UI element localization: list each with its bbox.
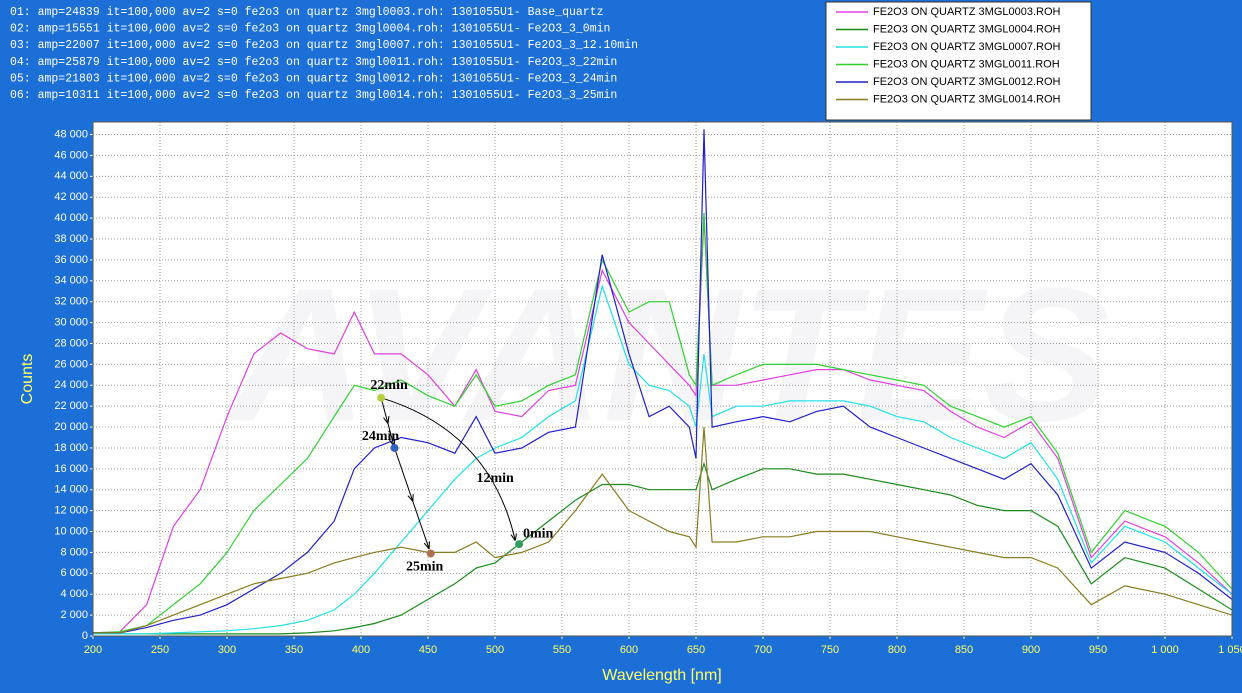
x-tick-label: 800 [888, 644, 906, 656]
legend-label: FE2O3 ON QUARTZ 3MGL0003.ROH [873, 6, 1061, 18]
x-tick-label: 900 [1022, 644, 1040, 656]
x-tick-label: 750 [821, 644, 839, 656]
y-tick-label: 22 000 [54, 400, 88, 412]
x-tick-label: 350 [285, 644, 303, 656]
series-line [93, 212, 1232, 634]
y-tick-label: 10 000 [54, 525, 88, 537]
y-tick-label: 40 000 [54, 212, 88, 224]
y-tick-label: 16 000 [54, 463, 88, 475]
y-tick-label: 4 000 [60, 588, 88, 600]
x-tick-label: 200 [84, 644, 102, 656]
header-line: 02: amp=15551 it=100,000 av=2 s=0 fe2o3 … [10, 23, 610, 36]
watermark: AVANTES [226, 249, 1110, 461]
annotation-marker [390, 443, 399, 452]
x-axis-label: Wavelength [nm] [602, 667, 721, 684]
plot-frame [92, 121, 1233, 637]
annotations: 22min 24min 12min 0min 25min [362, 378, 554, 575]
series-line [93, 218, 1232, 634]
x-tick-label: 650 [687, 644, 705, 656]
y-tick-label: 30 000 [54, 316, 88, 328]
y-tick-label: 38 000 [54, 233, 88, 245]
x-tick-label: 850 [955, 644, 973, 656]
x-tick-label: 250 [151, 644, 169, 656]
y-tick-label: 18 000 [54, 442, 88, 454]
header-line: 03: amp=22007 it=100,000 av=2 s=0 fe2o3 … [10, 39, 638, 52]
legend-label: FE2O3 ON QUARTZ 3MGL0012.ROH [873, 76, 1061, 88]
y-tick-label: 26 000 [54, 358, 88, 370]
annotation-marker [515, 540, 524, 549]
x-tick-label: 700 [754, 644, 772, 656]
y-tick-label: 28 000 [54, 337, 88, 349]
y-tick-label: 2 000 [60, 609, 88, 621]
y-tick-label: 24 000 [54, 379, 88, 391]
x-tick-label: 600 [620, 644, 638, 656]
series-line [93, 129, 1232, 634]
y-tick-label: 36 000 [54, 254, 88, 266]
y-tick-label: 42 000 [54, 191, 88, 203]
y-tick-label: 46 000 [54, 149, 88, 161]
x-tick-label: 450 [419, 644, 437, 656]
x-tick-label: 950 [1089, 644, 1107, 656]
y-tick-label: 32 000 [54, 296, 88, 308]
y-tick-label: 44 000 [54, 170, 88, 182]
y-tick-label: 20 000 [54, 421, 88, 433]
annotation-marker [377, 393, 386, 402]
y-tick-label: 8 000 [60, 546, 88, 558]
y-tick-label: 48 000 [54, 128, 88, 140]
annotation-label: 24min [362, 429, 400, 444]
lines [93, 129, 1232, 635]
legend-label: FE2O3 ON QUARTZ 3MGL0004.ROH [873, 23, 1061, 35]
header-line: 04: amp=25879 it=100,000 av=2 s=0 fe2o3 … [10, 56, 617, 69]
x-tick-label: 1 050 [1218, 644, 1242, 656]
header-line: 06: amp=10311 it=100,000 av=2 s=0 fe2o3 … [10, 89, 617, 102]
arrow [380, 397, 515, 540]
legend: FE2O3 ON QUARTZ 3MGL0003.ROH FE2O3 ON QUA… [836, 6, 1061, 105]
header-line: 05: amp=21803 it=100,000 av=2 s=0 fe2o3 … [10, 72, 617, 85]
x-tick-label: 550 [553, 644, 571, 656]
plot-area [93, 122, 1232, 636]
annotation-label: 12min [476, 471, 514, 486]
legend-label: FE2O3 ON QUARTZ 3MGL0011.ROH [873, 58, 1060, 70]
header: 01: amp=24839 it=100,000 av=2 s=0 fe2o3 … [10, 6, 638, 102]
legend-label: FE2O3 ON QUARTZ 3MGL0007.ROH [873, 41, 1061, 53]
annotation-label: 22min [370, 378, 408, 393]
x-tick-label: 1 000 [1151, 644, 1179, 656]
annotation-label: 0min [523, 526, 554, 541]
annotation-marker [426, 549, 435, 558]
series-line [93, 283, 1232, 635]
x-tick-label: 400 [352, 644, 370, 656]
series-line [93, 461, 1232, 635]
x-tick-label: 300 [218, 644, 236, 656]
y-tick-label: 14 000 [54, 484, 88, 496]
annotation-label: 25min [406, 560, 444, 575]
series-line [93, 427, 1232, 634]
y-tick-label: 6 000 [60, 567, 88, 579]
y-axis-label: Counts [19, 354, 36, 405]
x-tick-label: 500 [486, 644, 504, 656]
legend-box [825, 1, 1092, 121]
legend-label: FE2O3 ON QUARTZ 3MGL0014.ROH [873, 93, 1061, 105]
y-tick-label: 12 000 [54, 505, 88, 517]
y-tick-label: 0 [82, 630, 88, 642]
y-tick-label: 34 000 [54, 275, 88, 287]
header-line: 01: amp=24839 it=100,000 av=2 s=0 fe2o3 … [10, 6, 604, 19]
